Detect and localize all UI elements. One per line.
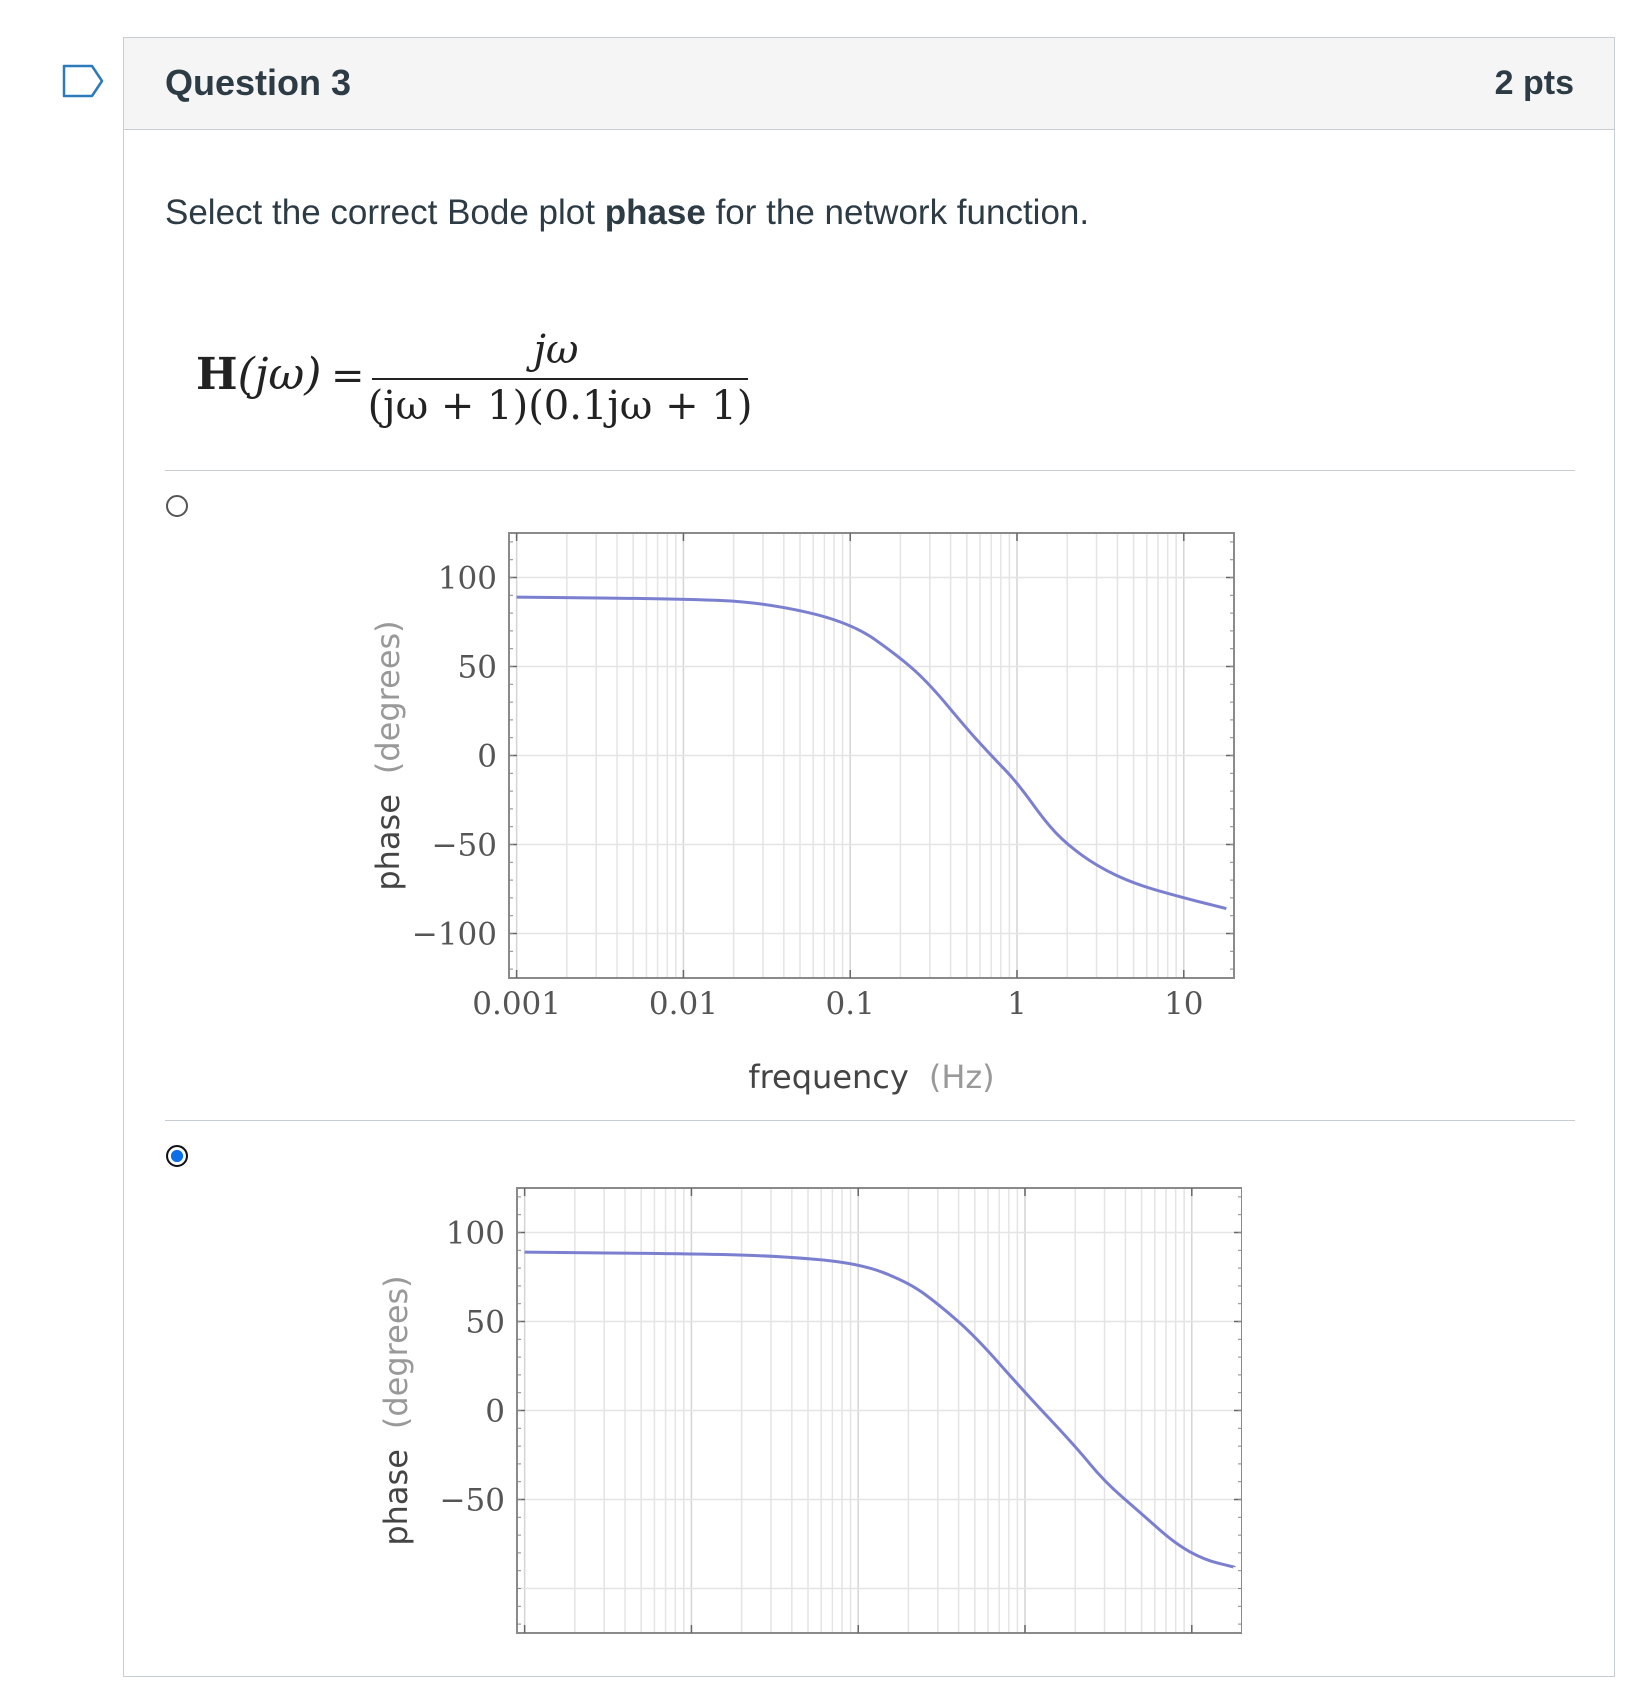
x-axis-label-name: frequency [748,1058,909,1096]
svg-text:H(jω): H(jω) [196,349,321,400]
formula-lhs-bold: H [196,349,238,400]
prompt-bold-word: phase [604,193,706,232]
x-tick-label: 0.01 [649,986,718,1022]
bode-phase-plot-option-1: 100 50 0 −50 −100 0.001 0.01 0.1 1 10 phase (degree… [369,532,1235,1096]
answer-divider [165,470,1575,471]
question-card: Question 3 2 pts Select the correct Bode… [123,37,1615,1677]
y-tick-label: 50 [466,1305,505,1341]
y-axis-label-unit: (degrees) [369,620,407,774]
y-axis-label-unit: (degrees) [377,1275,415,1429]
y-tick-label: −100 [412,917,497,953]
x-axis-label-unit: (Hz) [929,1058,995,1096]
prompt-text-before: Select the correct Bode plot [165,193,605,232]
prompt-text-after: for the network function. [705,193,1090,232]
flag-question-icon[interactable] [62,64,106,98]
question-header: Question 3 2 pts [124,38,1614,130]
y-tick-label: 100 [438,561,497,597]
y-tick-label: −50 [432,828,497,864]
formula-numerator: jω [525,327,578,373]
answer-radio-1[interactable] [166,495,188,517]
formula-denominator: (jω + 1)(0.1jω + 1) [368,383,753,429]
network-function-formula: H(jω) = jω (jω + 1)(0.1jω + 1) [196,327,753,429]
x-tick-label: 10 [1164,986,1203,1022]
y-axis-label-name: phase [377,1449,415,1546]
x-tick-label: 1 [1007,986,1027,1022]
phase-curve [516,595,1227,911]
y-axis-label: phase (degrees) [369,620,407,890]
bode-phase-plot-option-2: 100 50 0 −50 phase (degrees) [377,1187,1242,1634]
y-tick-label: −50 [440,1483,505,1519]
answer-radio-2[interactable] [166,1145,188,1167]
y-axis-label-name: phase [369,794,407,891]
y-tick-label: 0 [477,739,497,775]
question-points: 2 pts [1494,64,1574,102]
x-tick-label: 0.1 [826,986,875,1022]
y-tick-label: 0 [485,1394,505,1430]
y-tick-label: 100 [446,1216,505,1252]
plot-grid [509,533,1235,978]
formula-lhs-rest: (jω) [238,349,322,400]
question-title: Question 3 [165,62,352,103]
formula-equals: = [331,353,365,399]
question-prompt: Select the correct Bode plot phase for t… [165,193,1089,233]
answer-divider [165,1120,1575,1121]
plot-grid [517,1188,1242,1633]
x-tick-label: 0.001 [472,986,561,1022]
y-tick-label: 50 [458,650,497,686]
phase-curve [524,1250,1235,1569]
y-axis-label: phase (degrees) [377,1275,415,1545]
x-axis-label: frequency (Hz) [748,1058,994,1096]
